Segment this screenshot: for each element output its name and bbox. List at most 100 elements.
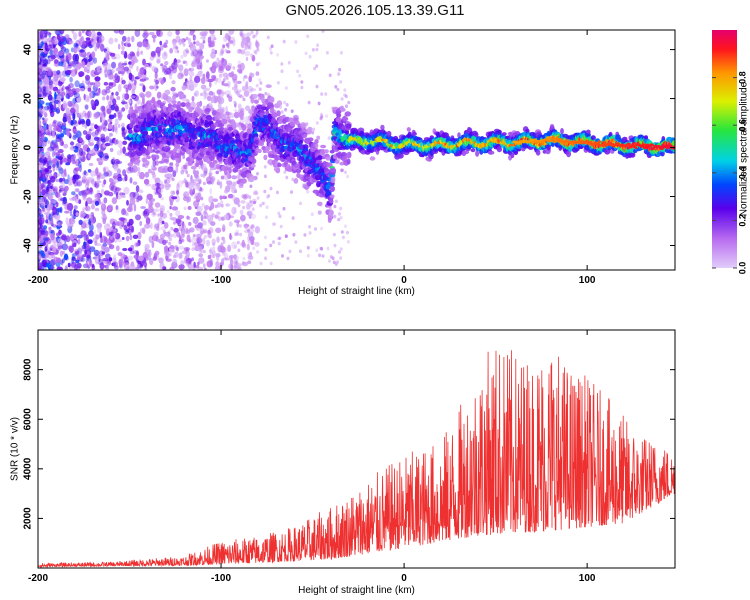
spectrogram-cell bbox=[104, 89, 111, 94]
spectrogram-cell bbox=[256, 196, 260, 200]
spectrogram-cell bbox=[256, 171, 259, 176]
spectrogram-cell bbox=[68, 245, 74, 253]
spectrogram-cell bbox=[197, 180, 201, 184]
spectrogram-cell bbox=[131, 35, 135, 43]
spectrogram-cell bbox=[123, 186, 130, 195]
spectrogram-cell bbox=[346, 230, 349, 235]
spectrogram-cell bbox=[163, 165, 170, 173]
spectrogram-cell bbox=[91, 263, 95, 268]
spectrogram-cell bbox=[222, 194, 226, 199]
spectrogram-cell bbox=[56, 33, 61, 40]
spectrogram-cell bbox=[406, 127, 411, 132]
spectrogram-cell bbox=[199, 249, 203, 253]
spectrogram-cell bbox=[254, 226, 260, 234]
spectrogram-cell bbox=[219, 195, 223, 200]
spectrogram-cell bbox=[130, 261, 135, 267]
spectrogram-cell bbox=[120, 208, 127, 216]
spectrogram-cell bbox=[220, 204, 224, 208]
spectrogram-cell bbox=[70, 233, 74, 242]
spectrogram-cell bbox=[182, 60, 186, 64]
spectrogram-cell bbox=[197, 261, 200, 266]
spectrogram-cell bbox=[114, 105, 120, 112]
spectrogram-cell bbox=[39, 111, 42, 117]
spectrogram-cell bbox=[74, 80, 80, 88]
spectrogram-cell bbox=[202, 237, 206, 245]
spectrogram-cell bbox=[90, 178, 95, 185]
spectrogram-cell bbox=[50, 199, 57, 204]
spectrogram-cell bbox=[38, 216, 43, 225]
spectrogram-cell bbox=[62, 100, 67, 109]
spectrogram-cell bbox=[71, 255, 76, 260]
spectrogram-cell bbox=[189, 227, 195, 233]
spectrogram-cell bbox=[231, 71, 234, 75]
spectrogram-cell bbox=[176, 189, 180, 195]
spectrogram-cell bbox=[292, 232, 296, 237]
spectrogram-cell bbox=[300, 122, 307, 128]
spectrogram-cell bbox=[79, 37, 84, 41]
spectrogram-cell bbox=[171, 80, 176, 85]
spectrogram-cell bbox=[187, 181, 194, 190]
spectrogram-cell bbox=[142, 58, 146, 66]
spectrogram-cell bbox=[76, 180, 83, 187]
spectrogram-cell bbox=[101, 251, 106, 255]
spectrogram-cell bbox=[246, 128, 252, 135]
spectrogram-cell bbox=[369, 156, 376, 161]
spectrogram-cell bbox=[241, 178, 247, 184]
spectrogram-cell bbox=[44, 168, 49, 173]
spectrogram-cell bbox=[185, 170, 188, 174]
spectrogram-cell bbox=[50, 141, 56, 150]
spectrogram-cell bbox=[128, 129, 133, 134]
spectrogram-cell bbox=[303, 233, 307, 237]
spectrogram-cell bbox=[253, 192, 259, 196]
spectrogram-cell bbox=[280, 62, 284, 66]
spectrogram-cell bbox=[117, 84, 122, 92]
spectrogram-cell bbox=[255, 83, 259, 88]
spectrogram-cell bbox=[50, 176, 56, 183]
spectrogram-cell bbox=[42, 207, 46, 212]
spectrogram-cell bbox=[218, 102, 222, 110]
spectrogram-cell bbox=[175, 165, 179, 173]
spectrogram-cell bbox=[53, 59, 59, 64]
spectrogram-cell bbox=[96, 140, 100, 148]
spectrogram-cell bbox=[238, 95, 244, 99]
spectrogram-cell bbox=[119, 221, 124, 226]
spectrogram-cell bbox=[76, 173, 80, 181]
spectrogram-cell bbox=[298, 139, 303, 145]
spectrogram-cell bbox=[173, 227, 179, 233]
spectrogram-cell bbox=[170, 226, 174, 231]
spectrogram-cell bbox=[84, 205, 91, 212]
spectrogram-cell bbox=[56, 266, 63, 270]
spectrogram-cell bbox=[249, 251, 253, 259]
spectrogram-cell bbox=[71, 60, 77, 68]
spectrogram-cell bbox=[42, 134, 46, 141]
spectrogram-cell bbox=[88, 128, 92, 132]
spectrogram-cell bbox=[249, 88, 257, 92]
spectrogram-cell bbox=[145, 32, 150, 37]
spectrogram-cell bbox=[99, 174, 106, 180]
spectrogram-cell bbox=[107, 204, 114, 210]
spectrogram-cell bbox=[191, 95, 195, 102]
spectrogram-cell bbox=[200, 196, 204, 201]
spectrogram-cell bbox=[250, 72, 255, 78]
spectrogram-cell bbox=[124, 211, 128, 216]
spectrogram-cell bbox=[53, 256, 59, 264]
spectrogram-cell bbox=[85, 131, 92, 137]
spectrogram-cell bbox=[256, 62, 259, 67]
spectrogram-cell bbox=[41, 205, 46, 209]
spectrogram-cell bbox=[306, 246, 310, 250]
spectrogram-cell bbox=[154, 223, 160, 229]
spectrogram-cell bbox=[67, 178, 73, 186]
spectrogram-cell bbox=[248, 195, 252, 200]
spectrogram-cell bbox=[161, 220, 165, 225]
spectrogram-cell bbox=[238, 49, 242, 53]
spectrogram-cell bbox=[48, 39, 54, 48]
spectrogram-cell bbox=[191, 60, 195, 64]
spectrogram-cell bbox=[287, 60, 291, 65]
spectrogram-cell bbox=[345, 123, 352, 129]
spectrogram-cell bbox=[160, 79, 165, 85]
spectrogram-cell bbox=[44, 42, 48, 51]
spectrogram-cell bbox=[128, 229, 132, 236]
spectrogram-cell bbox=[80, 120, 85, 125]
spectrogram-cell bbox=[245, 32, 252, 37]
spectrogram-cell bbox=[283, 170, 287, 174]
